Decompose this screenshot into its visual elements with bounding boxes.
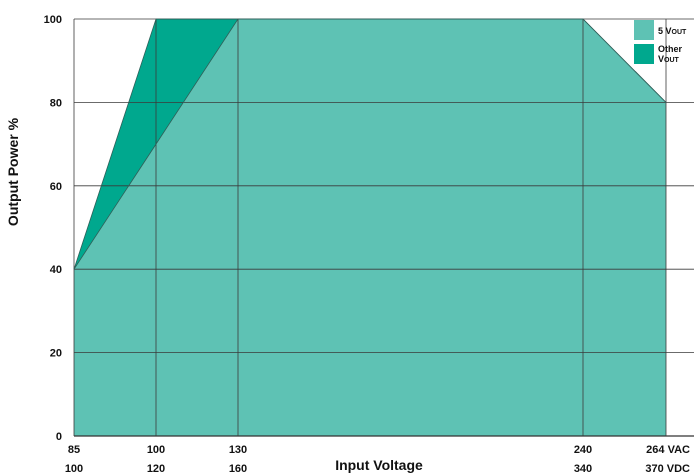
legend-label-other-line2-main: V	[658, 54, 664, 64]
legend-label-other-sub: OUT	[664, 57, 680, 64]
legend: 5 VOUT Other VOUT	[634, 20, 687, 64]
legend-label-other-vout: Other	[658, 44, 683, 54]
x-tick-label-vac-4: 264 VAC	[646, 444, 690, 456]
tick-labels-layer: 0 20 40 60 80 100 85 100 100 120 130 160 240 340 264 V…	[44, 14, 690, 475]
y-tick-label-0: 0	[56, 431, 62, 443]
x-tick-label-vdc-0: 100	[65, 463, 83, 475]
y-axis-title: Output Power %	[5, 117, 21, 226]
legend-label-other-main: Other	[658, 44, 683, 54]
x-tick-label-vdc-1: 120	[147, 463, 165, 475]
y-tick-label-60: 60	[50, 181, 62, 193]
legend-label-5vout-main: 5 V	[658, 26, 672, 36]
outline-series-other-vout	[73, 18, 667, 270]
y-tick-label-100: 100	[44, 14, 62, 26]
x-tick-label-vdc-3: 340	[574, 463, 592, 475]
x-tick-label-vac-1: 100	[147, 444, 165, 456]
x-tick-label-vac-0: 85	[68, 444, 80, 456]
outline-layer	[73, 18, 667, 270]
y-tick-label-40: 40	[50, 264, 62, 276]
legend-swatch-5vout	[634, 20, 654, 40]
legend-label-5vout: 5 VOUT	[658, 26, 687, 36]
area-series-5vout	[74, 19, 666, 436]
y-tick-label-20: 20	[50, 348, 62, 360]
x-axis-title: Input Voltage	[335, 457, 423, 473]
y-tick-label-80: 80	[50, 97, 62, 109]
x-tick-label-vac-3: 240	[574, 444, 592, 456]
x-tick-label-vdc-2: 160	[229, 463, 247, 475]
x-tick-label-vac-2: 130	[229, 444, 247, 456]
area-series-layer	[74, 19, 666, 436]
grid-layer	[73, 18, 694, 437]
legend-swatch-other-vout	[634, 44, 654, 64]
legend-label-5vout-sub: OUT	[672, 29, 688, 36]
legend-label-other-vout-line2: VOUT	[658, 54, 680, 64]
x-tick-label-vdc-4: 370 VDC	[645, 463, 690, 475]
